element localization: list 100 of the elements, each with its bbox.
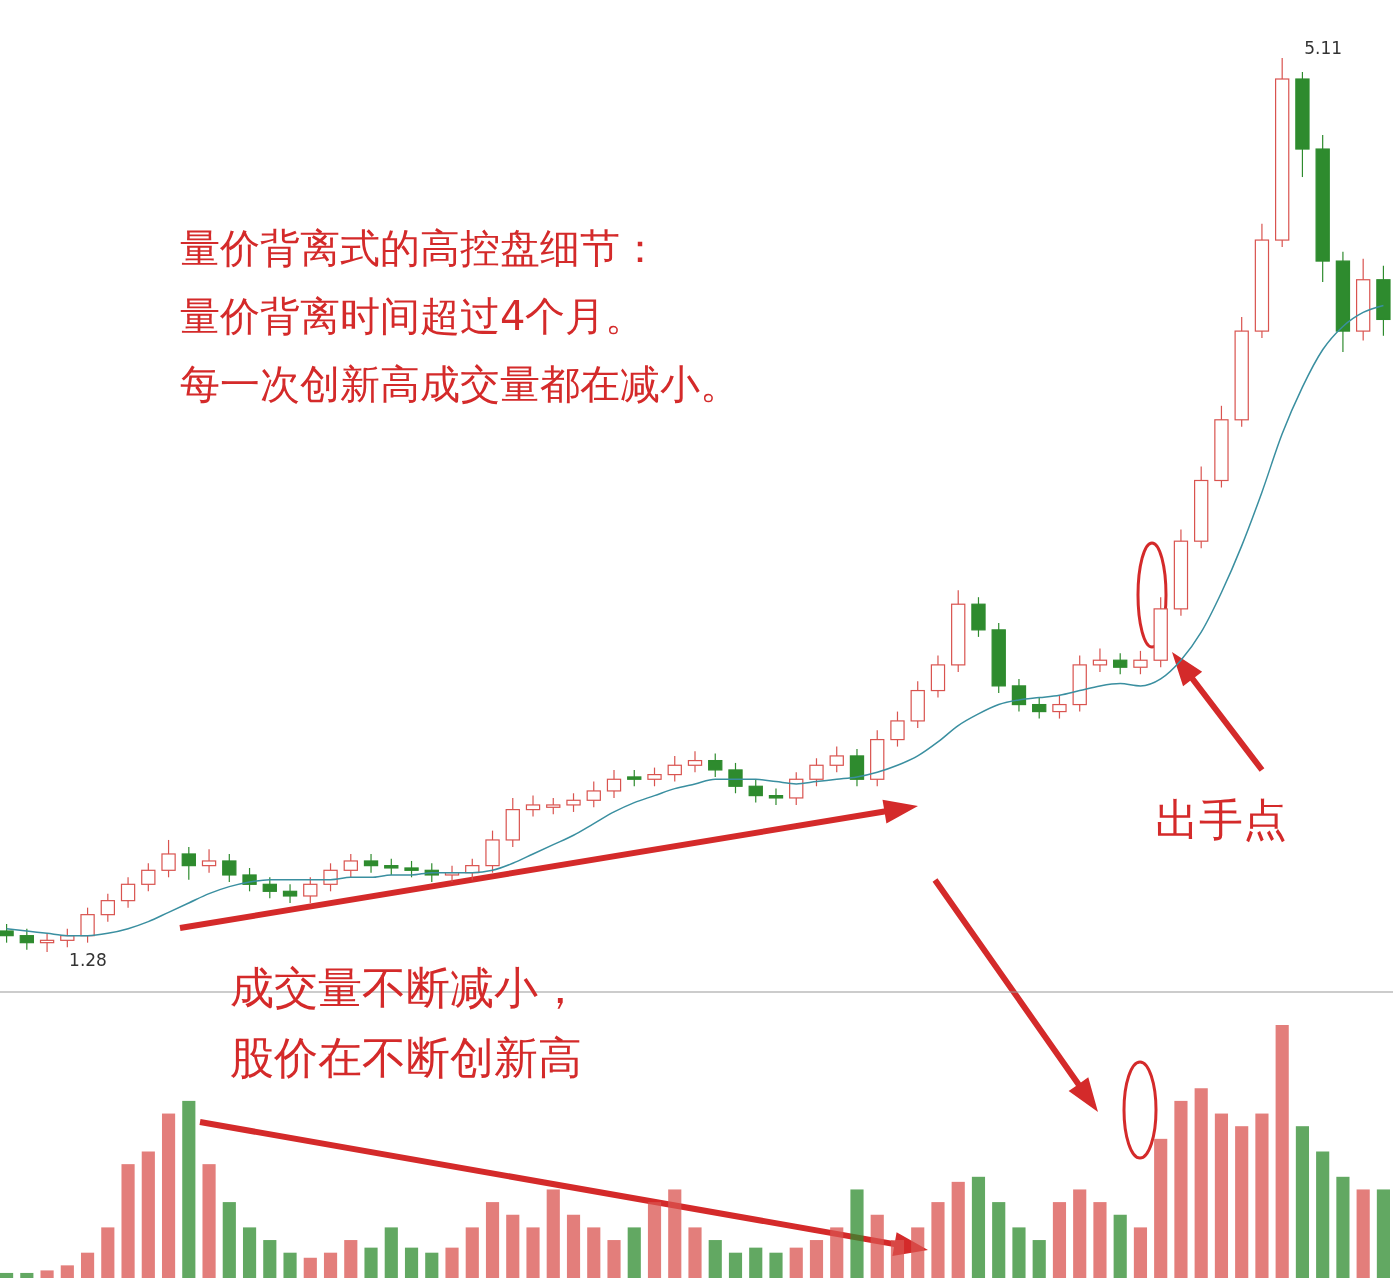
bar [668, 1189, 682, 1278]
candlestick [1133, 650, 1148, 675]
bar [1295, 1126, 1310, 1278]
bar [566, 1214, 581, 1278]
annotation: 每一次创新高成交量都在减小。 [180, 361, 740, 407]
candlestick [748, 778, 763, 804]
bar [202, 1164, 216, 1278]
candlestick [282, 883, 298, 904]
candlestick [789, 771, 804, 806]
bar [931, 1202, 945, 1278]
bar [80, 1252, 95, 1278]
bar [222, 1202, 236, 1278]
bar [992, 1202, 1006, 1278]
bar [1133, 1227, 1148, 1278]
bar [850, 1189, 864, 1278]
candlestick [323, 862, 338, 892]
bar [890, 1240, 905, 1278]
bar [323, 1252, 338, 1278]
bar [587, 1227, 601, 1278]
bar [40, 1270, 54, 1278]
candlestick [201, 848, 217, 874]
candlestick [161, 839, 176, 878]
candlestick [647, 767, 662, 787]
bar [1012, 1227, 1026, 1278]
candlestick [768, 788, 784, 806]
bar [1032, 1240, 1046, 1278]
candlestick [728, 762, 743, 794]
bar [485, 1202, 500, 1278]
bar [465, 1227, 479, 1278]
bar [627, 1227, 641, 1278]
candlestick [667, 755, 682, 783]
bar [1356, 1189, 1370, 1278]
bar [1255, 1113, 1269, 1278]
candlestick [465, 858, 480, 881]
candlestick [19, 928, 35, 951]
candlestick [141, 862, 156, 892]
bar [303, 1257, 317, 1278]
bar [830, 1227, 844, 1278]
annotation: 出手点 [1155, 794, 1287, 845]
annotation: 量价背离式的高控盘细节： [180, 225, 660, 271]
annotation: 5.11 [1304, 38, 1343, 58]
bar [60, 1265, 74, 1278]
bar [769, 1252, 783, 1278]
candlestick [100, 893, 115, 923]
candlestick [262, 876, 277, 899]
candlestick [0, 923, 14, 944]
bar [182, 1100, 196, 1278]
bar [283, 1252, 297, 1278]
candlestick [181, 846, 196, 881]
candlestick [1113, 652, 1128, 675]
candlestick [363, 853, 379, 874]
bar [526, 1227, 540, 1278]
candlestick [829, 745, 844, 773]
bar [971, 1176, 986, 1278]
bar [607, 1240, 621, 1278]
candlestick [1052, 694, 1067, 720]
bar [242, 1227, 257, 1278]
bar [546, 1189, 560, 1278]
bar [364, 1247, 378, 1278]
bar [1073, 1189, 1087, 1278]
bar [870, 1214, 884, 1278]
bar [384, 1227, 398, 1278]
bar [425, 1252, 439, 1278]
annotation: 1.28 [69, 950, 107, 970]
bar [1275, 1025, 1289, 1278]
bar [404, 1247, 419, 1278]
bar [161, 1113, 176, 1278]
bar [749, 1247, 763, 1278]
text: 成交量不断减小， [230, 962, 582, 1013]
bar [101, 1227, 115, 1278]
candlestick [525, 795, 541, 818]
bar [1093, 1202, 1107, 1278]
bar [1174, 1100, 1188, 1278]
candlestick [303, 876, 318, 904]
bar [1052, 1202, 1067, 1278]
bar [263, 1240, 277, 1278]
bar [688, 1227, 702, 1278]
candlestick [606, 769, 622, 799]
bar [1214, 1113, 1229, 1278]
bar [20, 1272, 34, 1278]
candlestick [708, 752, 723, 778]
bar [1194, 1088, 1208, 1278]
annotation: 量价背离时间超过4个月。 [180, 293, 646, 339]
candlestick [890, 710, 905, 748]
candlestick [1092, 647, 1108, 673]
candlestick [343, 853, 358, 878]
bar [708, 1240, 722, 1278]
bar [0, 1272, 14, 1278]
candlestick [566, 792, 581, 813]
bar [1336, 1176, 1350, 1278]
bar [1235, 1126, 1249, 1278]
bar [809, 1240, 824, 1278]
bar [728, 1252, 743, 1278]
bar [141, 1151, 155, 1278]
bar [951, 1181, 965, 1278]
annotation: 股价在不断创新高 [230, 1032, 582, 1083]
bar [1316, 1151, 1330, 1278]
bar [1154, 1138, 1168, 1278]
candlestick [60, 928, 75, 948]
candlestick [1011, 678, 1027, 713]
